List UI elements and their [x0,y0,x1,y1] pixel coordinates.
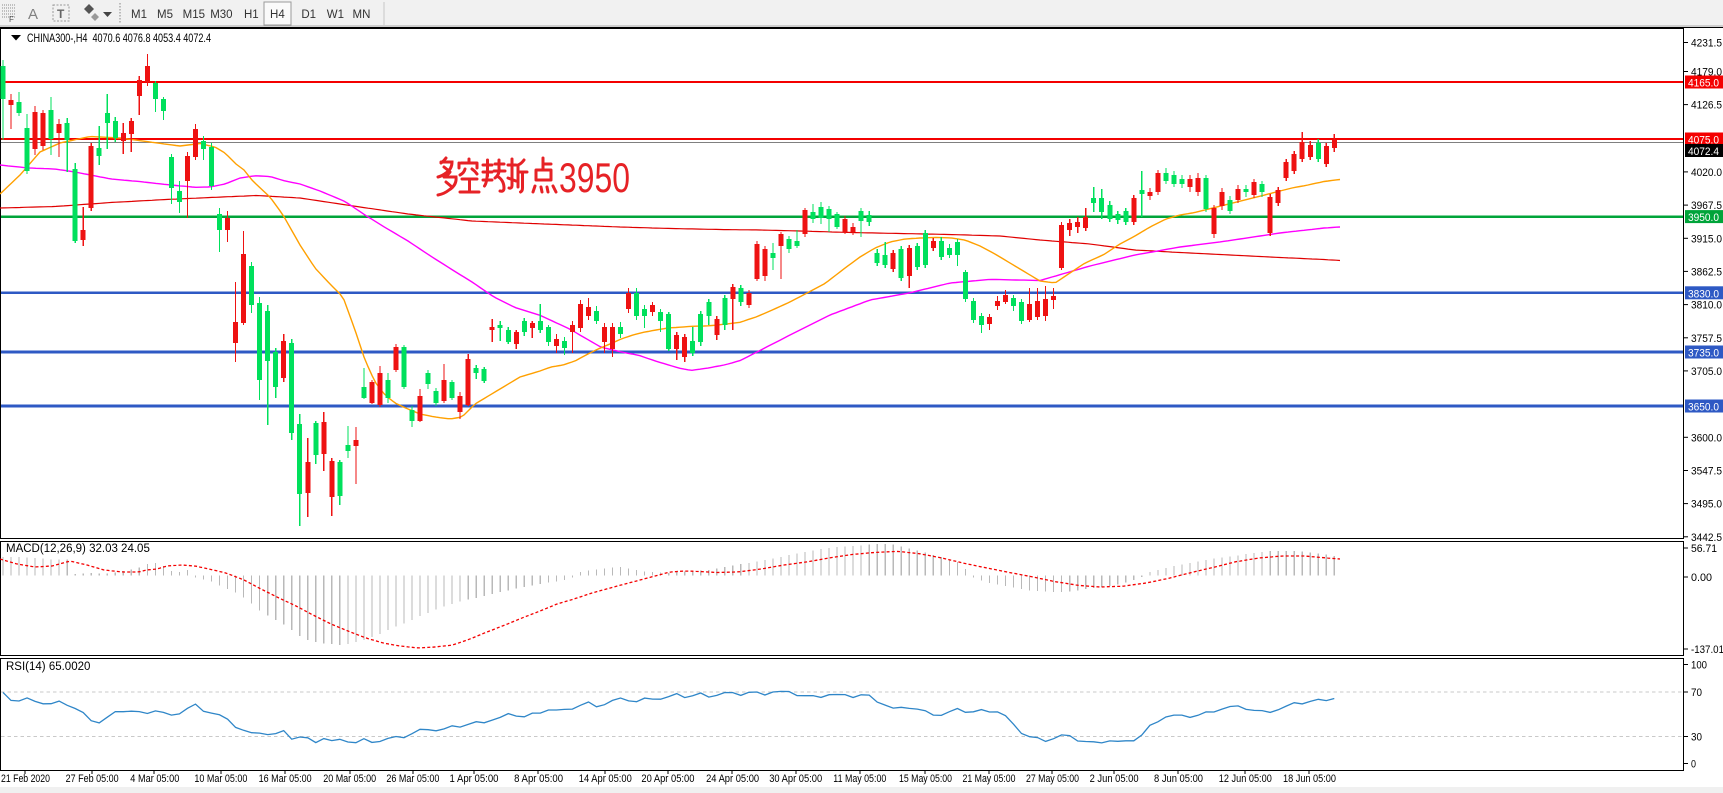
svg-text:16 Mar 05:00: 16 Mar 05:00 [259,773,312,785]
svg-text:0: 0 [1691,759,1696,771]
svg-text:8 Jun 05:00: 8 Jun 05:00 [1154,773,1203,785]
svg-text:3950: 3950 [559,154,630,201]
svg-text:3442.5: 3442.5 [1691,532,1722,544]
svg-text:70: 70 [1691,687,1702,699]
svg-text:3705.0: 3705.0 [1691,366,1722,378]
svg-text:4075.0: 4075.0 [1688,135,1719,147]
svg-text:F: F [9,15,14,24]
svg-text:21 Feb 2020: 21 Feb 2020 [1,773,50,785]
svg-text:3830.0: 3830.0 [1688,288,1719,300]
svg-text:-137.01: -137.01 [1691,644,1723,656]
svg-text:11 May 05:00: 11 May 05:00 [833,773,886,785]
svg-text:3862.5: 3862.5 [1691,266,1722,278]
svg-text:H4: H4 [270,9,285,21]
svg-text:CHINA300-,H4 4070.6 4076.8 40: CHINA300-,H4 4070.6 4076.8 4053.4 4072.4 [27,31,211,45]
svg-text:3810.0: 3810.0 [1691,300,1722,312]
svg-text:MN: MN [353,9,371,21]
svg-text:4020.0: 4020.0 [1691,167,1722,179]
svg-text:A: A [28,6,38,23]
svg-text:4072.4: 4072.4 [1688,146,1719,158]
svg-text:56.71: 56.71 [1691,543,1717,555]
svg-text:27 May 05:00: 27 May 05:00 [1026,773,1079,785]
svg-text:3757.5: 3757.5 [1691,333,1722,345]
svg-text:30: 30 [1691,732,1702,744]
svg-text:1 Apr 05:00: 1 Apr 05:00 [450,773,499,785]
svg-text:4165.0: 4165.0 [1688,78,1719,90]
svg-text:15 May 05:00: 15 May 05:00 [899,773,952,785]
svg-text:12 Jun 05:00: 12 Jun 05:00 [1219,773,1272,785]
svg-text:4 Mar 05:00: 4 Mar 05:00 [130,773,179,785]
svg-text:RSI(14) 65.0020: RSI(14) 65.0020 [6,661,90,673]
svg-text:D1: D1 [301,9,316,21]
svg-text:4231.5: 4231.5 [1691,38,1722,50]
svg-text:2 Jun 05:00: 2 Jun 05:00 [1090,773,1139,785]
svg-text:27 Feb 05:00: 27 Feb 05:00 [66,773,119,785]
svg-text:3650.0: 3650.0 [1688,402,1719,414]
svg-text:100: 100 [1691,660,1707,672]
svg-text:4126.5: 4126.5 [1691,100,1722,112]
svg-text:3547.5: 3547.5 [1691,466,1722,478]
svg-text:0.00: 0.00 [1691,572,1712,584]
svg-text:H1: H1 [244,9,259,21]
svg-text:T: T [57,7,65,21]
svg-text:M15: M15 [183,9,205,21]
svg-text:14 Apr 05:00: 14 Apr 05:00 [579,773,632,785]
svg-text:20 Apr 05:00: 20 Apr 05:00 [641,773,694,785]
svg-text:M5: M5 [157,9,173,21]
svg-text:24 Apr 05:00: 24 Apr 05:00 [706,773,759,785]
svg-text:M1: M1 [131,9,147,21]
svg-text:30 Apr 05:00: 30 Apr 05:00 [769,773,822,785]
svg-text:10 Mar 05:00: 10 Mar 05:00 [194,773,247,785]
svg-text:26 Mar 05:00: 26 Mar 05:00 [386,773,439,785]
svg-text:3950.0: 3950.0 [1688,212,1719,224]
svg-text:3600.0: 3600.0 [1691,432,1722,444]
svg-text:3915.0: 3915.0 [1691,233,1722,245]
svg-text:W1: W1 [327,9,344,21]
svg-text:18 Jun 05:00: 18 Jun 05:00 [1283,773,1336,785]
svg-text:3967.5: 3967.5 [1691,200,1722,212]
svg-text:21 May 05:00: 21 May 05:00 [963,773,1016,785]
svg-text:3495.0: 3495.0 [1691,499,1722,511]
svg-text:8 Apr 05:00: 8 Apr 05:00 [514,773,563,785]
svg-text:MACD(12,26,9) 32.03 24.05: MACD(12,26,9) 32.03 24.05 [6,543,150,555]
svg-text:20 Mar 05:00: 20 Mar 05:00 [323,773,376,785]
svg-text:3735.0: 3735.0 [1688,348,1719,360]
svg-text:M30: M30 [210,9,232,21]
